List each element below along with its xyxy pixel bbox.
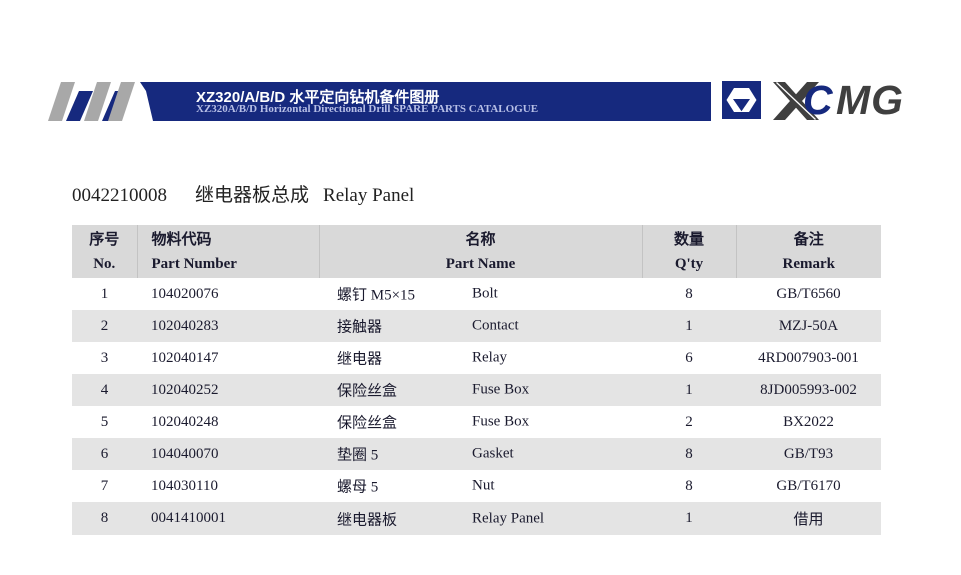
svg-text:C: C xyxy=(803,79,834,123)
svg-text:MG: MG xyxy=(836,79,904,123)
